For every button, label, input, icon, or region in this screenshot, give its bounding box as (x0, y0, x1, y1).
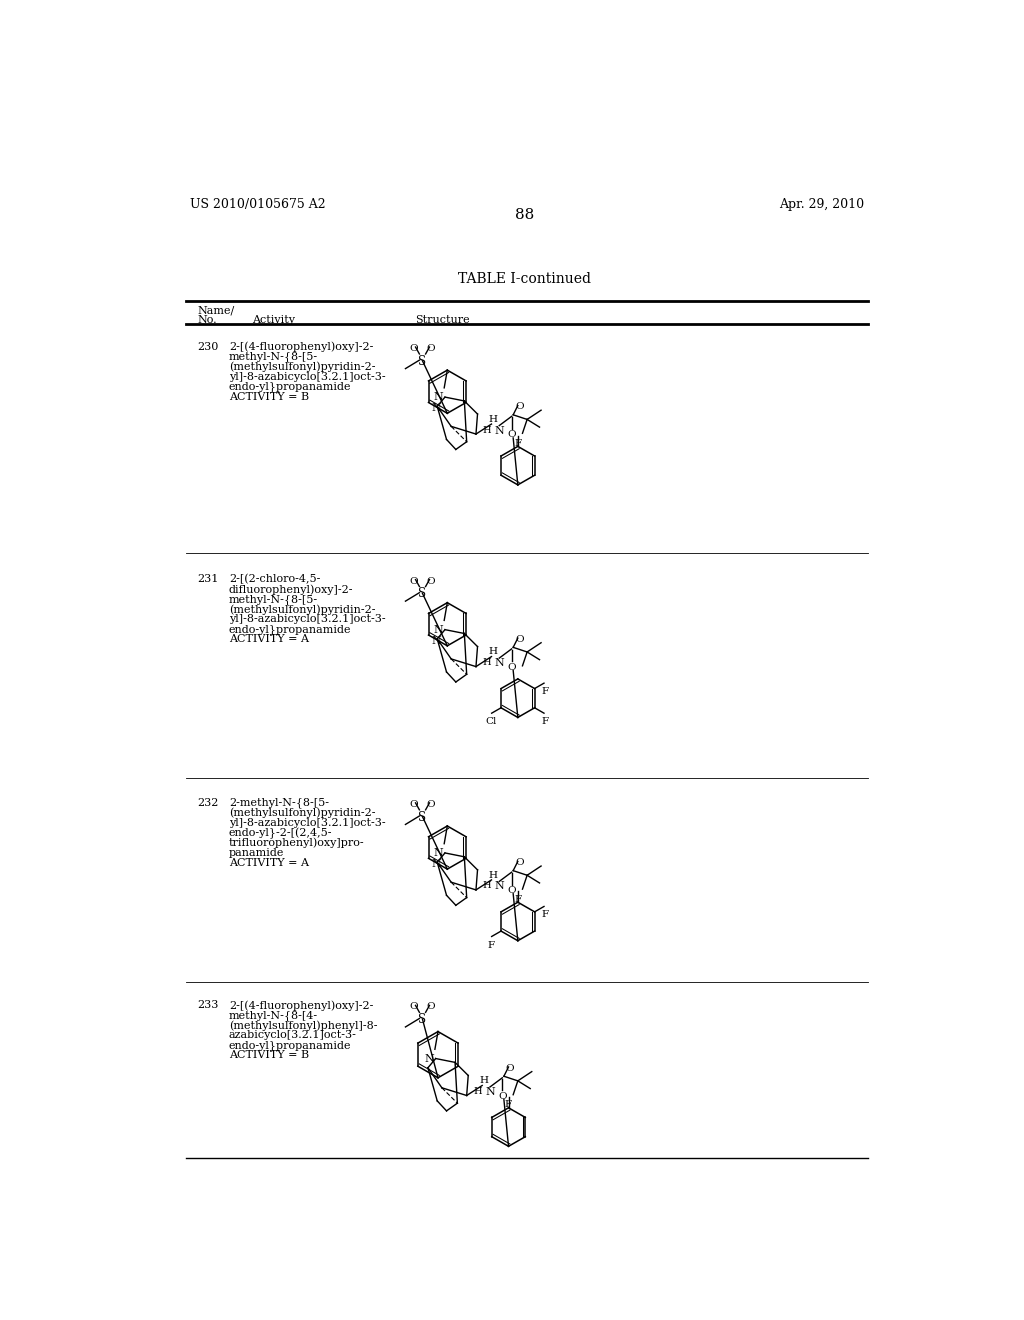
Text: H: H (488, 414, 498, 424)
Text: 2-[(4-fluorophenyl)oxy]-2-: 2-[(4-fluorophenyl)oxy]-2- (228, 1001, 373, 1011)
Text: N: N (434, 626, 443, 635)
Text: 230: 230 (198, 342, 219, 351)
Text: H: H (473, 1088, 482, 1096)
Text: O: O (507, 886, 516, 895)
Text: yl]-8-azabicyclo[3.2.1]oct-3-: yl]-8-azabicyclo[3.2.1]oct-3- (228, 817, 385, 828)
Text: N: N (431, 859, 441, 869)
Text: methyl-N-{8-[5-: methyl-N-{8-[5- (228, 594, 317, 605)
Text: H: H (479, 1076, 488, 1085)
Text: ACTIVITY = B: ACTIVITY = B (228, 1051, 309, 1060)
Text: O: O (427, 345, 435, 352)
Text: H: H (483, 882, 492, 891)
Text: No.: No. (198, 314, 217, 325)
Text: O: O (410, 800, 418, 809)
Text: ACTIVITY = B: ACTIVITY = B (228, 392, 309, 401)
Text: F: F (505, 1100, 512, 1109)
Text: H: H (488, 871, 498, 879)
Text: F: F (514, 895, 521, 903)
Text: US 2010/0105675 A2: US 2010/0105675 A2 (190, 198, 326, 211)
Text: S: S (419, 355, 427, 368)
Text: O: O (515, 635, 523, 644)
Text: yl]-8-azabicyclo[3.2.1]oct-3-: yl]-8-azabicyclo[3.2.1]oct-3- (228, 372, 385, 381)
Text: O: O (515, 858, 523, 867)
Text: H: H (488, 647, 498, 656)
Text: F: F (541, 909, 548, 919)
Text: endo-yl}-2-[(2,4,5-: endo-yl}-2-[(2,4,5- (228, 828, 332, 840)
Text: (methylsulfonyl)pyridin-2-: (methylsulfonyl)pyridin-2- (228, 605, 375, 615)
Text: Activity: Activity (252, 314, 295, 325)
Text: yl]-8-azabicyclo[3.2.1]oct-3-: yl]-8-azabicyclo[3.2.1]oct-3- (228, 614, 385, 624)
Text: difluorophenyl)oxy]-2-: difluorophenyl)oxy]-2- (228, 585, 353, 595)
Text: N: N (495, 882, 505, 891)
Text: O: O (410, 1002, 418, 1011)
Text: 2-[(2-chloro-4,5-: 2-[(2-chloro-4,5- (228, 574, 321, 585)
Text: O: O (427, 1002, 435, 1011)
Text: O: O (506, 1064, 514, 1073)
Text: F: F (514, 438, 521, 447)
Text: ACTIVITY = A: ACTIVITY = A (228, 858, 309, 867)
Text: endo-yl}propanamide: endo-yl}propanamide (228, 381, 351, 392)
Text: 2-methyl-N-{8-[5-: 2-methyl-N-{8-[5- (228, 797, 329, 808)
Text: endo-yl}propanamide: endo-yl}propanamide (228, 624, 351, 635)
Text: O: O (498, 1092, 507, 1101)
Text: S: S (419, 1014, 427, 1026)
Text: N: N (495, 425, 505, 436)
Text: 232: 232 (198, 797, 219, 808)
Text: O: O (410, 577, 418, 586)
Text: S: S (419, 587, 427, 601)
Text: O: O (507, 430, 516, 440)
Text: O: O (427, 800, 435, 809)
Text: Structure: Structure (415, 314, 469, 325)
Text: Cl: Cl (485, 718, 497, 726)
Text: O: O (515, 403, 523, 412)
Text: O: O (507, 663, 516, 672)
Text: N: N (485, 1088, 495, 1097)
Text: N: N (495, 659, 505, 668)
Text: H: H (483, 659, 492, 667)
Text: ACTIVITY = A: ACTIVITY = A (228, 635, 309, 644)
Text: N: N (431, 636, 441, 645)
Text: trifluorophenyl)oxy]pro-: trifluorophenyl)oxy]pro- (228, 838, 365, 849)
Text: F: F (541, 686, 548, 696)
Text: S: S (419, 810, 427, 824)
Text: azabicyclo[3.2.1]oct-3-: azabicyclo[3.2.1]oct-3- (228, 1030, 356, 1040)
Text: methyl-N-{8-[5-: methyl-N-{8-[5- (228, 351, 317, 363)
Text: 2-[(4-fluorophenyl)oxy]-2-: 2-[(4-fluorophenyl)oxy]-2- (228, 342, 373, 352)
Text: N: N (431, 404, 441, 413)
Text: 233: 233 (198, 1001, 219, 1010)
Text: O: O (427, 577, 435, 586)
Text: H: H (483, 425, 492, 434)
Text: endo-yl}propanamide: endo-yl}propanamide (228, 1040, 351, 1051)
Text: (methylsulfonyl)phenyl]-8-: (methylsulfonyl)phenyl]-8- (228, 1020, 377, 1031)
Text: methyl-N-{8-[4-: methyl-N-{8-[4- (228, 1010, 317, 1020)
Text: F: F (541, 718, 548, 726)
Text: F: F (487, 941, 495, 949)
Text: N: N (425, 1053, 434, 1064)
Text: (methylsulfonyl)pyridin-2-: (methylsulfonyl)pyridin-2- (228, 808, 375, 818)
Text: Apr. 29, 2010: Apr. 29, 2010 (779, 198, 864, 211)
Text: 231: 231 (198, 574, 219, 585)
Text: 88: 88 (515, 209, 535, 223)
Text: N: N (434, 392, 443, 403)
Text: TABLE I-continued: TABLE I-continued (459, 272, 591, 286)
Text: O: O (410, 345, 418, 352)
Text: Name/: Name/ (198, 305, 234, 315)
Text: (methylsulfonyl)pyridin-2-: (methylsulfonyl)pyridin-2- (228, 362, 375, 372)
Text: N: N (434, 849, 443, 858)
Text: panamide: panamide (228, 847, 284, 858)
